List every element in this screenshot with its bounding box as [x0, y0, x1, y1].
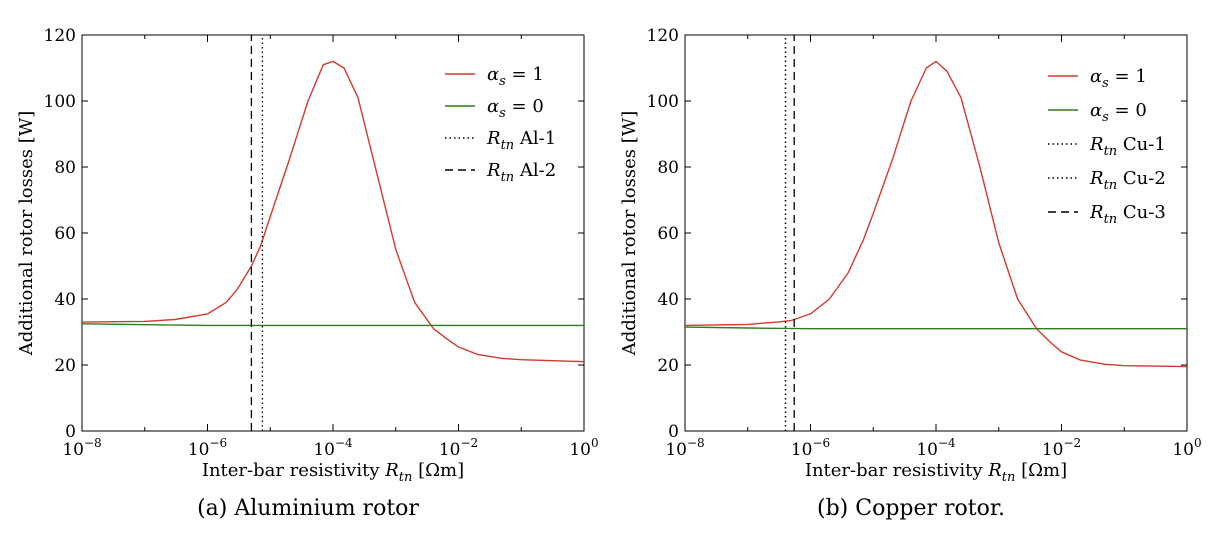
- y-tick-label: 120: [44, 26, 76, 46]
- y-tick-label: 100: [647, 92, 679, 112]
- legend-label: αs = 0: [487, 96, 544, 121]
- y-tick-label: 100: [44, 92, 76, 112]
- legend-label: Rtn Cu-2: [1089, 168, 1166, 193]
- y-tick-label: 60: [657, 224, 679, 244]
- plot-frame: [81, 34, 585, 432]
- x-tick-label: 10−4: [916, 436, 956, 460]
- x-tick-label: 10−8: [62, 436, 101, 460]
- y-tick-label: 80: [54, 158, 76, 178]
- legend-label: Rtn Al-2: [486, 160, 556, 185]
- series-line-2: [685, 326, 1187, 330]
- series-line-1: [82, 60, 584, 363]
- x-axis-label: Inter-bar resistivity Rtn [Ωm]: [202, 460, 464, 485]
- y-tick-label: 0: [65, 422, 76, 442]
- figure-caption: (a) Aluminium rotor: [197, 496, 419, 521]
- legend-label: αs = 1: [487, 64, 544, 89]
- y-tick-label: 120: [647, 26, 679, 46]
- y-tick-label: 0: [668, 422, 679, 442]
- x-tick-label: 10−6: [188, 436, 227, 460]
- legend-label: Rtn Cu-3: [1089, 202, 1166, 227]
- plot-frame: [684, 34, 1188, 432]
- series-line-2: [82, 323, 584, 327]
- y-axis-label: Additional rotor losses [W]: [619, 111, 640, 357]
- figure-caption: (b) Copper rotor.: [817, 496, 1005, 521]
- chart-panel-2: 0 20 40 60 80 100 120 10−8 10−6 10−4 10−2 100 Inter-…: [619, 26, 1202, 521]
- legend-label: Rtn Al-1: [486, 128, 556, 153]
- x-tick-label: 100: [569, 436, 598, 460]
- y-tick-label: 20: [657, 356, 679, 376]
- y-axis-label: Additional rotor losses [W]: [16, 111, 37, 357]
- y-tick-label: 40: [657, 290, 679, 310]
- x-tick-label: 10−2: [439, 436, 478, 460]
- y-tick-label: 40: [54, 290, 76, 310]
- y-tick-label: 80: [657, 158, 679, 178]
- y-tick-label: 60: [54, 224, 76, 244]
- legend-label: Rtn Cu-1: [1089, 134, 1166, 159]
- legend-label: αs = 1: [1090, 66, 1147, 91]
- series-line-1: [685, 60, 1187, 368]
- y-tick-label: 20: [54, 356, 76, 376]
- x-axis-label: Inter-bar resistivity Rtn [Ωm]: [805, 460, 1067, 485]
- x-tick-label: 10−4: [313, 436, 353, 460]
- x-tick-label: 10−6: [791, 436, 830, 460]
- x-tick-label: 10−8: [665, 436, 704, 460]
- chart-panel-1: 0 20 40 60 80 100 120 10−8 10−6 10−4 10−2 100 Inter-…: [16, 26, 599, 521]
- x-tick-label: 100: [1172, 436, 1201, 460]
- legend-label: αs = 0: [1090, 100, 1147, 125]
- x-tick-label: 10−2: [1042, 436, 1081, 460]
